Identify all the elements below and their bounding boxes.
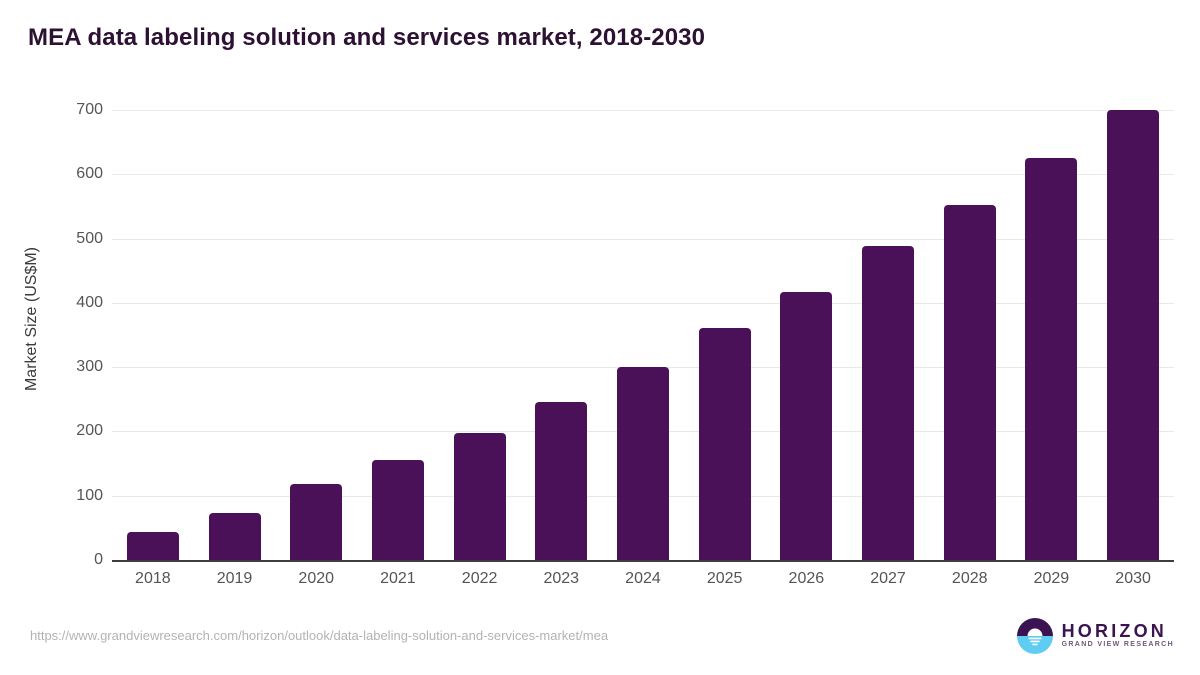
horizon-logo[interactable]: HORIZON GRAND VIEW RESEARCH [1016,616,1174,656]
gridline [112,110,1174,111]
bar-slot [439,95,521,560]
bar-slot [1011,95,1093,560]
y-tick-label: 500 [76,229,103,247]
x-tick-label: 2030 [1115,570,1151,587]
y-axis-tick-labels: 0 100 200 300 400 500 600 700 [55,95,103,568]
bar-2030[interactable] [1107,110,1160,560]
gridline [112,174,1174,176]
x-tick-label: 2028 [951,570,988,587]
y-tick-label: 200 [76,422,103,440]
x-tick-label: 2026 [788,570,825,587]
bar-2026[interactable] [780,291,833,560]
bar-slot [357,95,439,560]
y-tick-label: 300 [76,358,103,376]
bar-slot [194,95,276,560]
bar-2027[interactable] [862,246,915,560]
bar-2024[interactable] [616,366,669,560]
bar-2018[interactable] [126,532,179,560]
x-tick-label: 2025 [706,570,743,587]
bar-slot [520,95,602,560]
x-tick-label: 2018 [135,570,171,587]
x-tick-label: 2027 [870,570,906,587]
bar-slot [929,95,1011,560]
horizon-sun-icon [1016,618,1053,654]
x-tick-label: 2024 [625,570,661,587]
page-title: MEA data labeling solution and services … [28,24,706,51]
bar-2025[interactable] [698,327,751,560]
gridline [112,238,1174,240]
bar-slot [1092,95,1174,560]
source-url[interactable]: https://www.grandviewresearch.com/horizo… [30,628,609,643]
bar-slot [112,95,194,560]
bar-slot [766,95,848,560]
bar-series [112,95,1174,560]
y-tick-label: 600 [76,165,103,183]
logo-tagline: GRAND VIEW RESEARCH [1061,641,1174,649]
plot-area: Market Size (US$M) 0 100 200 300 400 500 600 70… [0,95,1200,568]
bar-2020[interactable] [290,484,343,560]
bar-slot [602,95,684,560]
x-tick-label: 2022 [461,570,498,587]
x-tick-label: 2023 [543,570,580,587]
logo-text: HORIZON GRAND VIEW RESEARCH [1062,622,1174,649]
bar-slot [684,95,766,560]
gridline [112,302,1174,304]
y-tick-label: 0 [94,551,103,568]
y-axis-title: Market Size (US$M) [23,246,40,392]
bar-2021[interactable] [371,460,424,560]
logo-wordmark: HORIZON [1061,621,1168,642]
bar-2029[interactable] [1025,157,1078,560]
bar-2022[interactable] [453,433,506,560]
bar-2019[interactable] [208,513,261,560]
y-tick-label: 700 [76,101,103,118]
y-tick-label: 100 [76,486,103,504]
bar-slot [275,95,357,560]
x-tick-label: 2029 [1033,570,1070,587]
x-tick-label: 2019 [216,570,253,587]
bar-2028[interactable] [943,204,996,560]
y-tick-label: 400 [76,293,103,311]
bar-slot [847,95,929,560]
bar-2023[interactable] [535,401,588,560]
x-tick-label: 2020 [298,570,335,587]
x-tick-label: 2021 [380,570,416,587]
x-axis-line [112,560,1174,562]
x-axis-tick-labels: 2018 2019 2020 2021 2022 2023 2024 2025 2026 2027… [112,570,1174,588]
